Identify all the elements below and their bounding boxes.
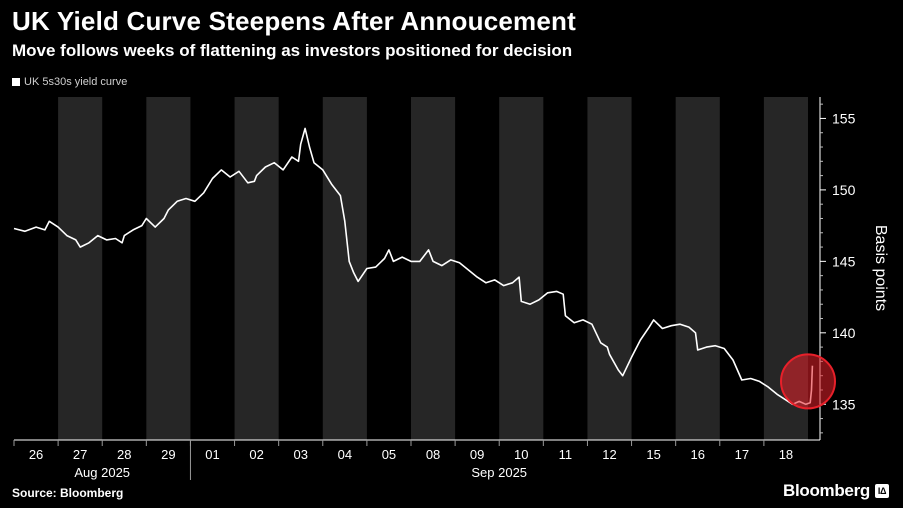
highlight-circle [780,353,836,410]
x-tick-label: 08 [426,447,440,462]
x-tick-label: 04 [338,447,352,462]
day-band-10 [499,97,544,440]
y-tick-label: 155 [832,110,856,126]
day-band-02 [234,97,279,440]
x-tick-label: 27 [73,447,87,462]
x-tick-label: 28 [117,447,131,462]
x-tick-label: 26 [29,447,43,462]
legend-swatch-icon [12,78,20,86]
x-tick-label: 01 [205,447,219,462]
x-tick-label: 16 [690,447,704,462]
legend: UK 5s30s yield curve [12,76,127,88]
x-tick-label: 09 [470,447,484,462]
x-tick-label: 17 [735,447,749,462]
x-tick-label: 02 [249,447,263,462]
x-tick-label: 10 [514,447,528,462]
day-band-08 [411,97,456,440]
y-tick-label: 135 [832,396,856,412]
day-band-29 [146,97,191,440]
day-band-04 [322,97,367,440]
x-tick-label: 29 [161,447,175,462]
x-tick-label: 12 [602,447,616,462]
x-tick-label: 05 [382,447,396,462]
chart-subtitle: Move follows weeks of flattening as inve… [12,41,573,60]
series-line-5s30s [13,127,814,406]
bloomberg-logo: Bloomberg IΔ [783,481,889,501]
y-tick-label: 145 [832,253,856,269]
day-band-12 [587,97,632,440]
day-band-16 [675,97,720,440]
x-tick-label: 11 [559,447,573,462]
y-tick-label: 150 [832,182,856,198]
x-tick-label: 18 [779,447,793,462]
chart-title: UK Yield Curve Steepens After Annoucemen… [12,6,576,36]
y-tick-label: 140 [832,325,856,341]
month-label: Sep 2025 [471,465,527,480]
source-note: Source: Bloomberg [12,486,124,500]
y-axis-title: Basis points [872,225,889,311]
legend-label: UK 5s30s yield curve [24,76,128,88]
day-band-27 [58,97,103,440]
x-tick-label: 03 [293,447,307,462]
brand-name: Bloomberg [782,481,870,500]
month-label: Aug 2025 [74,465,130,480]
brand-badge-icon: IΔ [875,484,889,498]
x-tick-label: 15 [646,447,660,462]
